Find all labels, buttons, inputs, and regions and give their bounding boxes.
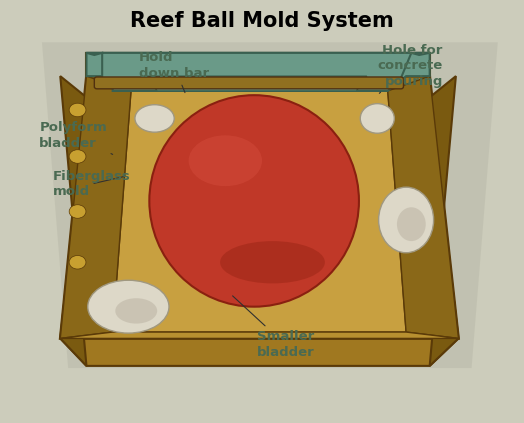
- Polygon shape: [388, 76, 458, 338]
- Ellipse shape: [135, 105, 174, 132]
- Ellipse shape: [378, 187, 434, 253]
- Polygon shape: [430, 76, 458, 366]
- Ellipse shape: [361, 104, 394, 133]
- Polygon shape: [86, 53, 430, 85]
- Ellipse shape: [115, 298, 157, 324]
- Polygon shape: [60, 76, 86, 366]
- FancyBboxPatch shape: [94, 77, 403, 89]
- Text: Smaller
bladder: Smaller bladder: [233, 296, 314, 359]
- Circle shape: [69, 255, 86, 269]
- Polygon shape: [60, 76, 131, 338]
- Text: Hold
down bar: Hold down bar: [139, 51, 209, 93]
- Ellipse shape: [397, 207, 426, 241]
- Circle shape: [69, 205, 86, 218]
- Ellipse shape: [149, 95, 359, 307]
- Polygon shape: [86, 53, 430, 91]
- Polygon shape: [42, 42, 498, 368]
- Text: Hole for
concrete
pouring: Hole for concrete pouring: [377, 44, 443, 93]
- Polygon shape: [60, 338, 458, 366]
- Text: Fiberglass
mold: Fiberglass mold: [52, 170, 130, 198]
- Polygon shape: [60, 332, 458, 338]
- Ellipse shape: [88, 280, 169, 333]
- Ellipse shape: [189, 135, 262, 186]
- Polygon shape: [86, 53, 430, 76]
- Circle shape: [69, 150, 86, 163]
- Polygon shape: [60, 76, 458, 338]
- Polygon shape: [113, 91, 406, 332]
- Circle shape: [69, 103, 86, 117]
- Polygon shape: [147, 76, 367, 91]
- Text: Polyform
bladder: Polyform bladder: [39, 121, 113, 154]
- Text: Reef Ball Mold System: Reef Ball Mold System: [130, 11, 394, 30]
- Ellipse shape: [220, 241, 325, 283]
